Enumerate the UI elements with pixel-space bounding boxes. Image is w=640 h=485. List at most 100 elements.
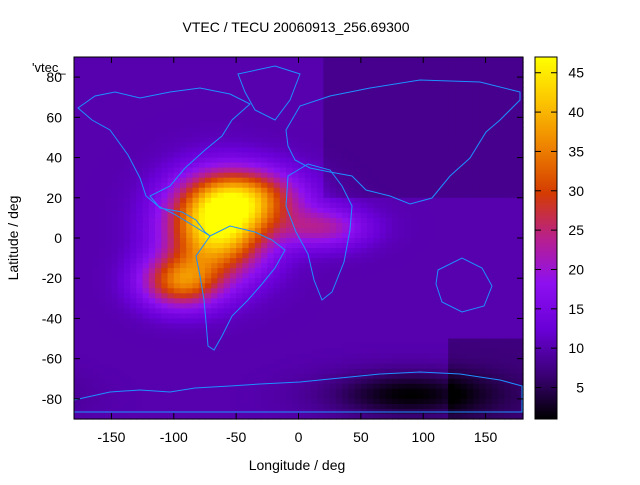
heatmap-cell: [142, 137, 150, 144]
heatmap-cell: [510, 107, 518, 113]
heatmap-cell: [398, 373, 406, 380]
heatmap-cell: [223, 343, 231, 350]
heatmap-cell: [248, 363, 256, 370]
heatmap-cell: [379, 298, 387, 304]
heatmap-cell: [298, 343, 306, 350]
heatmap-cell: [198, 278, 206, 284]
heatmap-cell: [498, 77, 505, 83]
heatmap-cell: [111, 157, 119, 164]
heatmap-cell: [323, 258, 331, 264]
heatmap-cell: [273, 313, 281, 320]
heatmap-cell: [86, 333, 94, 340]
heatmap-cell: [211, 273, 219, 279]
heatmap-cell: [398, 368, 406, 375]
heatmap-cell: [242, 172, 250, 179]
heatmap-cell: [92, 117, 100, 123]
heatmap-cell: [348, 57, 356, 63]
heatmap-cell: [211, 132, 219, 139]
heatmap-cell: [348, 132, 356, 139]
heatmap-cell: [198, 222, 206, 229]
heatmap-cell: [136, 288, 144, 294]
heatmap-cell: [485, 212, 493, 219]
heatmap-cell: [80, 403, 88, 410]
heatmap-cell: [242, 323, 250, 330]
heatmap-cell: [98, 298, 106, 304]
heatmap-cell: [498, 333, 505, 340]
heatmap-cell: [86, 273, 94, 279]
heatmap-cell: [180, 398, 187, 405]
heatmap-cell: [161, 77, 169, 83]
heatmap-cell: [273, 398, 281, 405]
heatmap-cell: [485, 293, 493, 299]
heatmap-cell: [130, 187, 137, 194]
heatmap-cell: [473, 112, 480, 118]
heatmap-cell: [105, 162, 113, 169]
heatmap-cell: [286, 363, 293, 370]
heatmap-cell: [80, 222, 88, 229]
heatmap-cell: [217, 313, 225, 320]
heatmap-cell: [142, 207, 150, 214]
heatmap-cell: [416, 142, 424, 149]
heatmap-cell: [248, 298, 256, 304]
heatmap-cell: [198, 182, 206, 189]
heatmap-cell: [229, 383, 237, 390]
heatmap-cell: [229, 147, 237, 154]
heatmap-cell: [310, 232, 318, 239]
heatmap-cell: [479, 87, 487, 93]
heatmap-cell: [117, 378, 125, 385]
heatmap-cell: [360, 127, 368, 134]
heatmap-cell: [435, 323, 443, 330]
heatmap-cell: [292, 383, 300, 390]
heatmap-cell: [92, 308, 100, 315]
heatmap-cell: [198, 353, 206, 360]
heatmap-cell: [398, 182, 406, 189]
heatmap-cell: [348, 192, 356, 199]
heatmap-cell: [117, 112, 125, 118]
heatmap-cell: [74, 273, 81, 279]
heatmap-cell: [105, 67, 113, 73]
heatmap-cell: [211, 323, 219, 330]
heatmap-cell: [161, 318, 169, 325]
heatmap-cell: [429, 313, 437, 320]
heatmap-cell: [342, 343, 349, 350]
heatmap-cell: [117, 353, 125, 360]
heatmap-cell: [329, 398, 337, 405]
heatmap-cell: [180, 172, 187, 179]
heatmap-cell: [273, 283, 281, 289]
heatmap-cell: [460, 227, 468, 234]
heatmap-cell: [504, 202, 512, 209]
heatmap-cell: [485, 333, 493, 340]
heatmap-cell: [323, 167, 331, 174]
heatmap-cell: [86, 323, 94, 330]
heatmap-cell: [379, 303, 387, 309]
heatmap-cell: [92, 328, 100, 335]
heatmap-cell: [385, 308, 393, 315]
heatmap-cell: [485, 253, 493, 259]
heatmap-cell: [360, 303, 368, 309]
heatmap-cell: [286, 318, 293, 325]
heatmap-cell: [204, 253, 212, 259]
heatmap-cell: [180, 338, 187, 345]
heatmap-cell: [317, 172, 325, 179]
heatmap-cell: [123, 197, 131, 204]
heatmap-cell: [292, 147, 300, 154]
heatmap-cell: [86, 363, 94, 370]
heatmap-cell: [254, 142, 262, 149]
heatmap-cell: [92, 222, 100, 229]
heatmap-cell: [329, 318, 337, 325]
heatmap-cell: [217, 152, 225, 159]
heatmap-cell: [142, 107, 150, 113]
heatmap-cell: [273, 107, 281, 113]
heatmap-cell: [329, 283, 337, 289]
heatmap-cell: [498, 278, 505, 284]
heatmap-cell: [479, 112, 487, 118]
heatmap-cell: [217, 57, 225, 63]
heatmap-cell: [123, 323, 131, 330]
heatmap-cell: [173, 263, 181, 269]
heatmap-cell: [211, 162, 219, 169]
heatmap-cell: [460, 102, 468, 108]
heatmap-cell: [498, 212, 505, 219]
heatmap-cell: [173, 313, 181, 320]
heatmap-cell: [273, 117, 281, 123]
heatmap-cell: [342, 157, 349, 164]
